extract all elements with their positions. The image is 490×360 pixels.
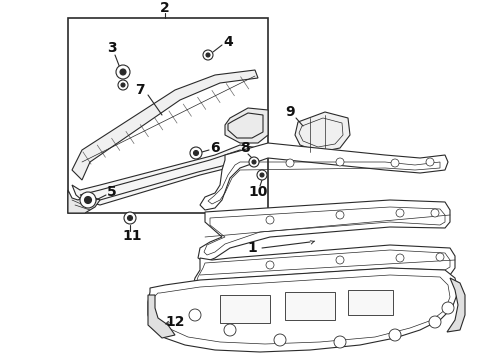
Circle shape xyxy=(206,53,210,57)
Text: 10: 10 xyxy=(248,185,268,199)
Polygon shape xyxy=(198,200,450,262)
Circle shape xyxy=(396,254,404,262)
Circle shape xyxy=(121,83,125,87)
Circle shape xyxy=(118,80,128,90)
Circle shape xyxy=(260,173,264,177)
Bar xyxy=(348,290,393,315)
Circle shape xyxy=(429,316,441,328)
Circle shape xyxy=(334,336,346,348)
Text: 7: 7 xyxy=(135,83,145,97)
Polygon shape xyxy=(295,112,350,152)
Circle shape xyxy=(266,261,274,269)
Polygon shape xyxy=(72,70,258,180)
Circle shape xyxy=(426,158,434,166)
Text: 1: 1 xyxy=(247,241,257,255)
Circle shape xyxy=(336,158,344,166)
Circle shape xyxy=(194,150,198,156)
Polygon shape xyxy=(148,268,458,352)
Text: 8: 8 xyxy=(240,141,250,155)
Bar xyxy=(220,295,270,323)
Circle shape xyxy=(124,212,136,224)
Text: 11: 11 xyxy=(122,229,142,243)
Text: 5: 5 xyxy=(107,185,117,199)
Text: 6: 6 xyxy=(210,141,220,155)
Polygon shape xyxy=(192,245,455,295)
Polygon shape xyxy=(200,143,448,210)
Text: 2: 2 xyxy=(160,1,170,15)
Circle shape xyxy=(431,209,439,217)
Circle shape xyxy=(120,69,126,75)
Text: 9: 9 xyxy=(285,105,295,119)
Circle shape xyxy=(190,147,202,159)
Circle shape xyxy=(336,256,344,264)
Polygon shape xyxy=(447,278,465,332)
Polygon shape xyxy=(68,190,100,213)
Circle shape xyxy=(436,253,444,261)
Circle shape xyxy=(266,216,274,224)
Polygon shape xyxy=(225,108,268,143)
Circle shape xyxy=(442,302,454,314)
Circle shape xyxy=(84,197,92,203)
Circle shape xyxy=(389,329,401,341)
Bar xyxy=(68,18,268,213)
Text: 12: 12 xyxy=(165,315,185,329)
Circle shape xyxy=(396,209,404,217)
Circle shape xyxy=(391,159,399,167)
Circle shape xyxy=(80,192,96,208)
Circle shape xyxy=(127,216,132,220)
Text: 4: 4 xyxy=(223,35,233,49)
Polygon shape xyxy=(148,295,175,338)
Polygon shape xyxy=(72,145,258,205)
Circle shape xyxy=(286,159,294,167)
Text: 3: 3 xyxy=(107,41,117,55)
Circle shape xyxy=(203,50,213,60)
Circle shape xyxy=(252,160,256,164)
Bar xyxy=(285,292,335,320)
Circle shape xyxy=(274,334,286,346)
Circle shape xyxy=(249,157,259,167)
Circle shape xyxy=(189,309,201,321)
Circle shape xyxy=(224,324,236,336)
Circle shape xyxy=(116,65,130,79)
Circle shape xyxy=(257,170,267,180)
Circle shape xyxy=(336,211,344,219)
